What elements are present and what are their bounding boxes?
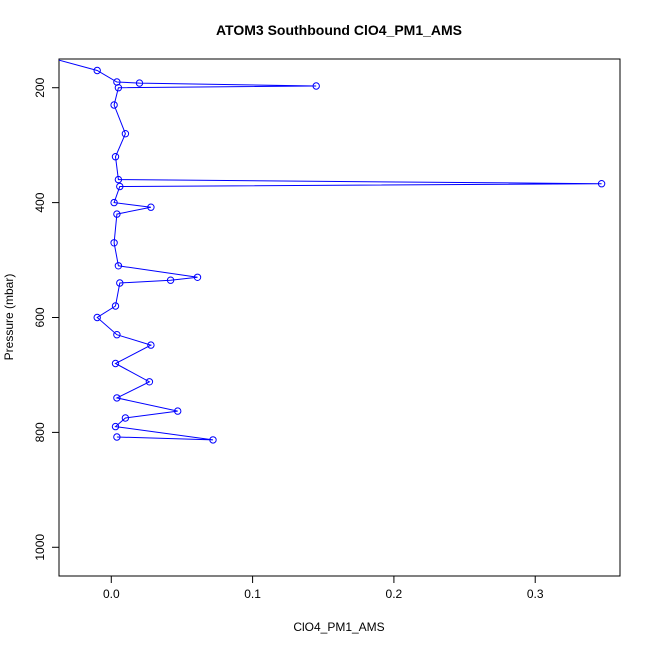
data-point xyxy=(312,82,320,90)
y-axis: 200 400 600 800 1000 xyxy=(33,77,60,561)
data-point xyxy=(93,313,101,322)
data-point xyxy=(111,302,120,310)
data-point xyxy=(193,273,202,281)
x-tick-label: 0.3 xyxy=(527,587,544,601)
data-layer xyxy=(59,59,606,444)
data-point xyxy=(111,153,120,161)
data-point xyxy=(174,407,182,415)
data-point xyxy=(113,433,121,441)
data-point xyxy=(147,203,155,211)
data-point xyxy=(111,422,120,431)
data-point xyxy=(116,182,124,191)
chart-title: ATOM3 Southbound ClO4_PM1_AMS xyxy=(216,22,462,38)
data-point xyxy=(111,359,120,368)
data-point xyxy=(116,279,124,287)
y-axis-label: Pressure (mbar) xyxy=(2,274,16,361)
data-point xyxy=(110,198,118,207)
data-point xyxy=(114,175,123,184)
data-point xyxy=(113,394,121,402)
data-point xyxy=(110,239,118,247)
x-tick-label: 0.0 xyxy=(103,587,120,601)
data-point xyxy=(114,262,123,270)
data-point xyxy=(121,414,130,422)
data-point xyxy=(113,331,121,339)
data-point xyxy=(113,210,121,218)
data-point xyxy=(93,66,101,75)
y-tick-label: 200 xyxy=(33,77,47,97)
data-point xyxy=(166,276,175,284)
y-tick-label: 600 xyxy=(33,307,47,327)
data-point xyxy=(209,436,217,444)
y-tick-label: 800 xyxy=(33,422,47,442)
data-point xyxy=(147,341,155,349)
x-tick-label: 0.1 xyxy=(244,587,261,601)
data-point xyxy=(597,180,606,188)
y-tick-label: 1000 xyxy=(33,534,47,561)
data-point xyxy=(135,79,144,87)
series-group xyxy=(59,59,606,444)
data-point xyxy=(114,84,123,92)
data-point xyxy=(121,130,130,138)
data-point xyxy=(110,101,118,109)
x-axis: 0.0 0.1 0.2 0.3 xyxy=(103,575,544,601)
data-point xyxy=(145,378,154,386)
x-axis-label: ClO4_PM1_AMS xyxy=(293,620,384,634)
y-tick-label: 400 xyxy=(33,192,47,212)
x-tick-label: 0.2 xyxy=(386,587,403,601)
